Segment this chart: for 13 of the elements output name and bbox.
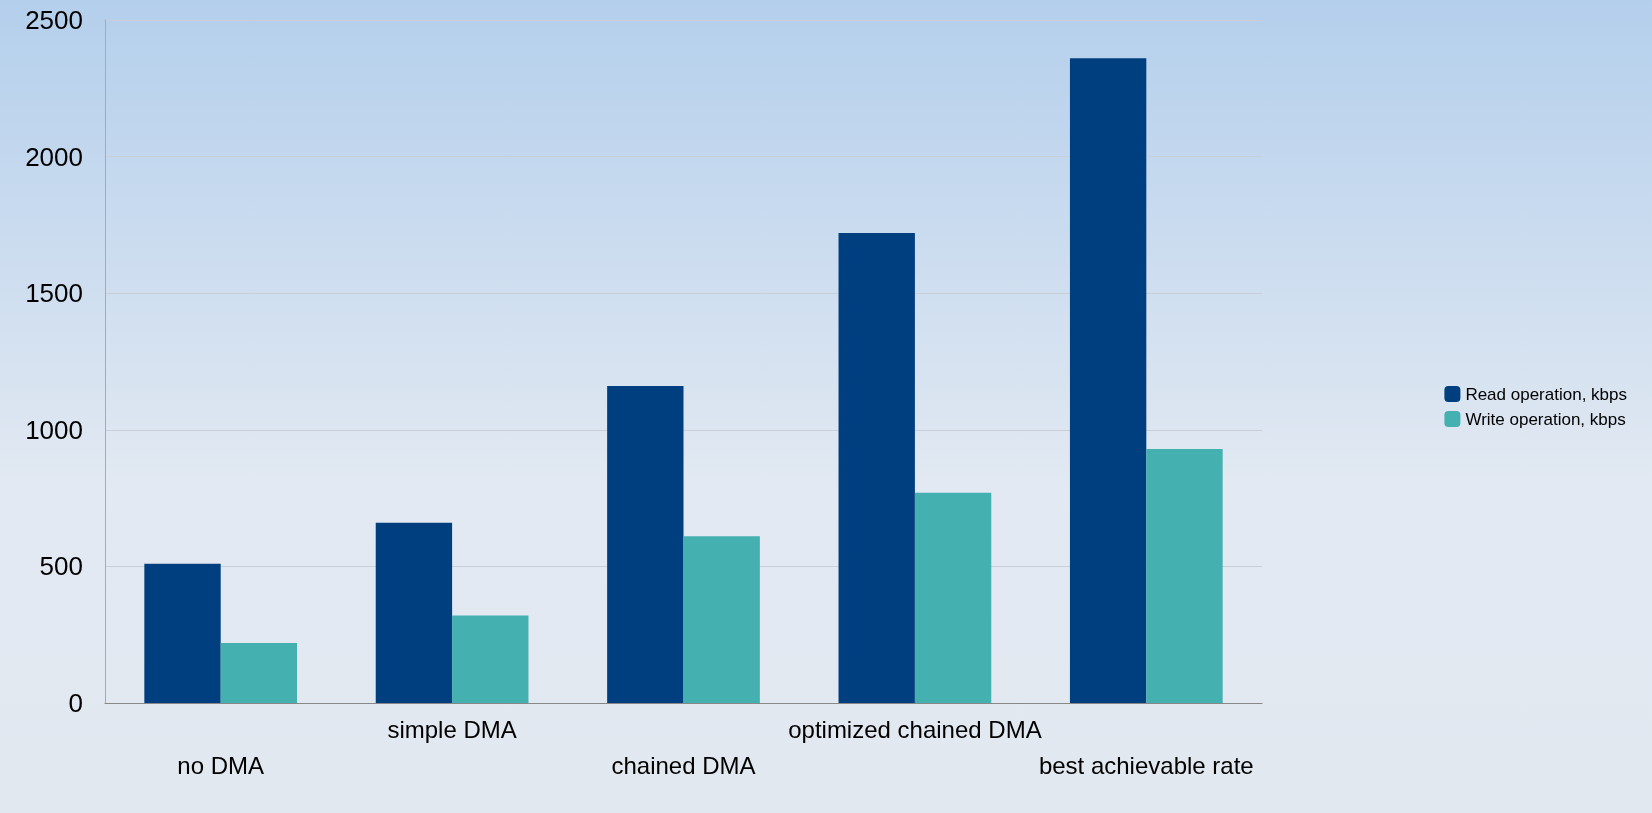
x-tick-label: optimized chained DMA — [788, 715, 1042, 743]
y-tick-label: 0 — [68, 688, 83, 718]
legend-label: Read operation, kbps — [1465, 384, 1627, 404]
x-tick-label: chained DMA — [611, 751, 756, 779]
y-tick-label: 500 — [39, 551, 83, 582]
x-tick-label: no DMA — [177, 751, 265, 779]
y-tick-label: 1500 — [25, 278, 83, 309]
y-tick-label: 1000 — [25, 414, 83, 445]
x-tick-label: best achievable rate — [1038, 751, 1254, 779]
x-tick-label: simple DMA — [387, 715, 517, 743]
y-tick-label: 2000 — [25, 141, 83, 172]
y-tick-label: 2500 — [25, 5, 83, 35]
legend-label: Write operation, kbps — [1465, 409, 1626, 429]
